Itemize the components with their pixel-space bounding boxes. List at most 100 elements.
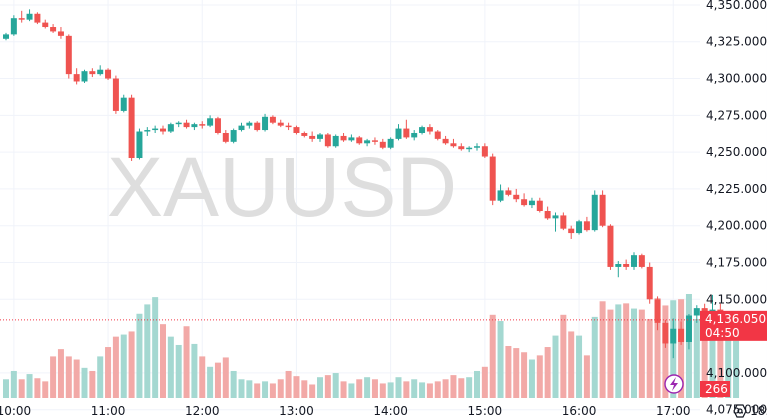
- y-tick-label: 4,100.000: [706, 366, 767, 380]
- candle-body: [191, 124, 198, 128]
- volume-bar: [65, 356, 72, 398]
- candle-body: [105, 69, 112, 79]
- price-axis[interactable]: 4,350.000 4,325.000 4,300.000 4,275.000 4,25…: [706, 0, 767, 417]
- volume-bar: [607, 309, 614, 398]
- candle-body: [670, 328, 677, 344]
- settings-icon[interactable]: [733, 404, 747, 418]
- time-axis[interactable]: 10:00 11:00 12:00 13:00 14:00 15:00 16:00 17:00…: [0, 404, 767, 418]
- volume-bar: [309, 384, 316, 398]
- volume-bar: [599, 301, 606, 398]
- volume-bar: [3, 379, 9, 398]
- candle-body: [489, 156, 496, 201]
- candle-body: [521, 199, 528, 206]
- x-tick-label: 10:00: [0, 404, 31, 418]
- y-tick-label: 4,300.000: [706, 72, 767, 86]
- y-tick-label: 4,150.000: [706, 292, 767, 306]
- candle-body: [419, 127, 426, 133]
- candle-body: [631, 255, 637, 267]
- volume-bar: [725, 315, 732, 398]
- volume-bar: [262, 381, 269, 398]
- candle-body: [199, 124, 206, 126]
- volume-bar: [623, 303, 630, 398]
- candle-body: [505, 190, 512, 195]
- volume-bar: [34, 378, 41, 398]
- candle-body: [65, 35, 72, 75]
- candle-body: [34, 13, 41, 23]
- candle-body: [599, 194, 606, 226]
- candle-body: [528, 200, 535, 206]
- candle-body: [434, 131, 441, 139]
- candle-body: [481, 146, 488, 157]
- candle-body: [395, 128, 402, 139]
- y-tick-label: 4,175.000: [706, 256, 767, 270]
- volume-bar: [717, 312, 724, 398]
- x-tick-label: 13:00: [279, 404, 314, 418]
- x-tick-label: 16:00: [562, 404, 597, 418]
- lightning-icon[interactable]: [664, 374, 684, 394]
- volume-bars: [3, 294, 740, 398]
- volume-bar: [552, 335, 559, 398]
- x-tick-label: 12:00: [185, 404, 220, 418]
- volume-bar: [646, 318, 653, 398]
- candle-body: [18, 18, 25, 20]
- volume-bar: [466, 377, 473, 398]
- volume-bar: [238, 379, 245, 398]
- volume-bar: [481, 366, 488, 398]
- volume-bar: [544, 347, 551, 398]
- volume-bar: [26, 374, 33, 398]
- volume-bar: [560, 314, 567, 398]
- volume-bar: [214, 362, 221, 398]
- volume-bar: [379, 383, 386, 398]
- candle-body: [403, 128, 410, 138]
- candle-body: [120, 97, 127, 111]
- y-tick-label: 4,200.000: [706, 219, 767, 233]
- candle-body: [317, 134, 323, 139]
- volume-bar: [387, 382, 394, 398]
- volume-bar: [136, 313, 143, 398]
- volume-bar: [662, 305, 669, 398]
- candle-body: [214, 118, 221, 133]
- symbol-watermark: XAUUSD: [107, 140, 457, 234]
- candle-body: [285, 125, 292, 128]
- volume-bar: [317, 377, 323, 398]
- volume-bar: [144, 304, 151, 398]
- volume-bar: [356, 379, 363, 398]
- candle-body: [371, 140, 378, 142]
- candle-body: [450, 143, 457, 147]
- volume-bar: [207, 366, 214, 398]
- volume-bar: [230, 370, 237, 398]
- candle-body: [144, 130, 151, 132]
- volume-bar: [701, 308, 708, 398]
- candle-body: [183, 122, 190, 128]
- volume-bar: [693, 318, 700, 398]
- candle-body: [685, 315, 692, 342]
- candle-body: [615, 263, 622, 267]
- candle-body: [513, 194, 520, 200]
- volume-bar: [97, 356, 104, 398]
- candle-body: [42, 22, 49, 28]
- candle-body: [73, 74, 80, 82]
- y-tick-label: 4,275.000: [706, 108, 767, 122]
- volume-bar: [505, 346, 512, 398]
- candle-body: [646, 266, 653, 300]
- volume-bar: [152, 297, 159, 398]
- candle-body: [356, 137, 363, 144]
- candle-body: [112, 78, 119, 111]
- volume-bar: [576, 335, 583, 398]
- volume-bar: [120, 334, 127, 398]
- candle-body: [536, 200, 543, 211]
- candle-body: [466, 147, 473, 150]
- volume-badge-label: 266: [705, 382, 728, 396]
- volume-bar: [105, 347, 112, 398]
- volume-bar: [371, 379, 378, 398]
- candle-body: [50, 27, 57, 32]
- candle-body: [167, 124, 174, 132]
- volume-bar: [167, 336, 174, 398]
- candle-body: [560, 215, 567, 229]
- volume-bar: [450, 375, 457, 398]
- candle-body: [458, 146, 465, 150]
- volume-bar: [246, 380, 253, 398]
- volume-bar: [89, 370, 96, 398]
- candle-body: [277, 122, 284, 126]
